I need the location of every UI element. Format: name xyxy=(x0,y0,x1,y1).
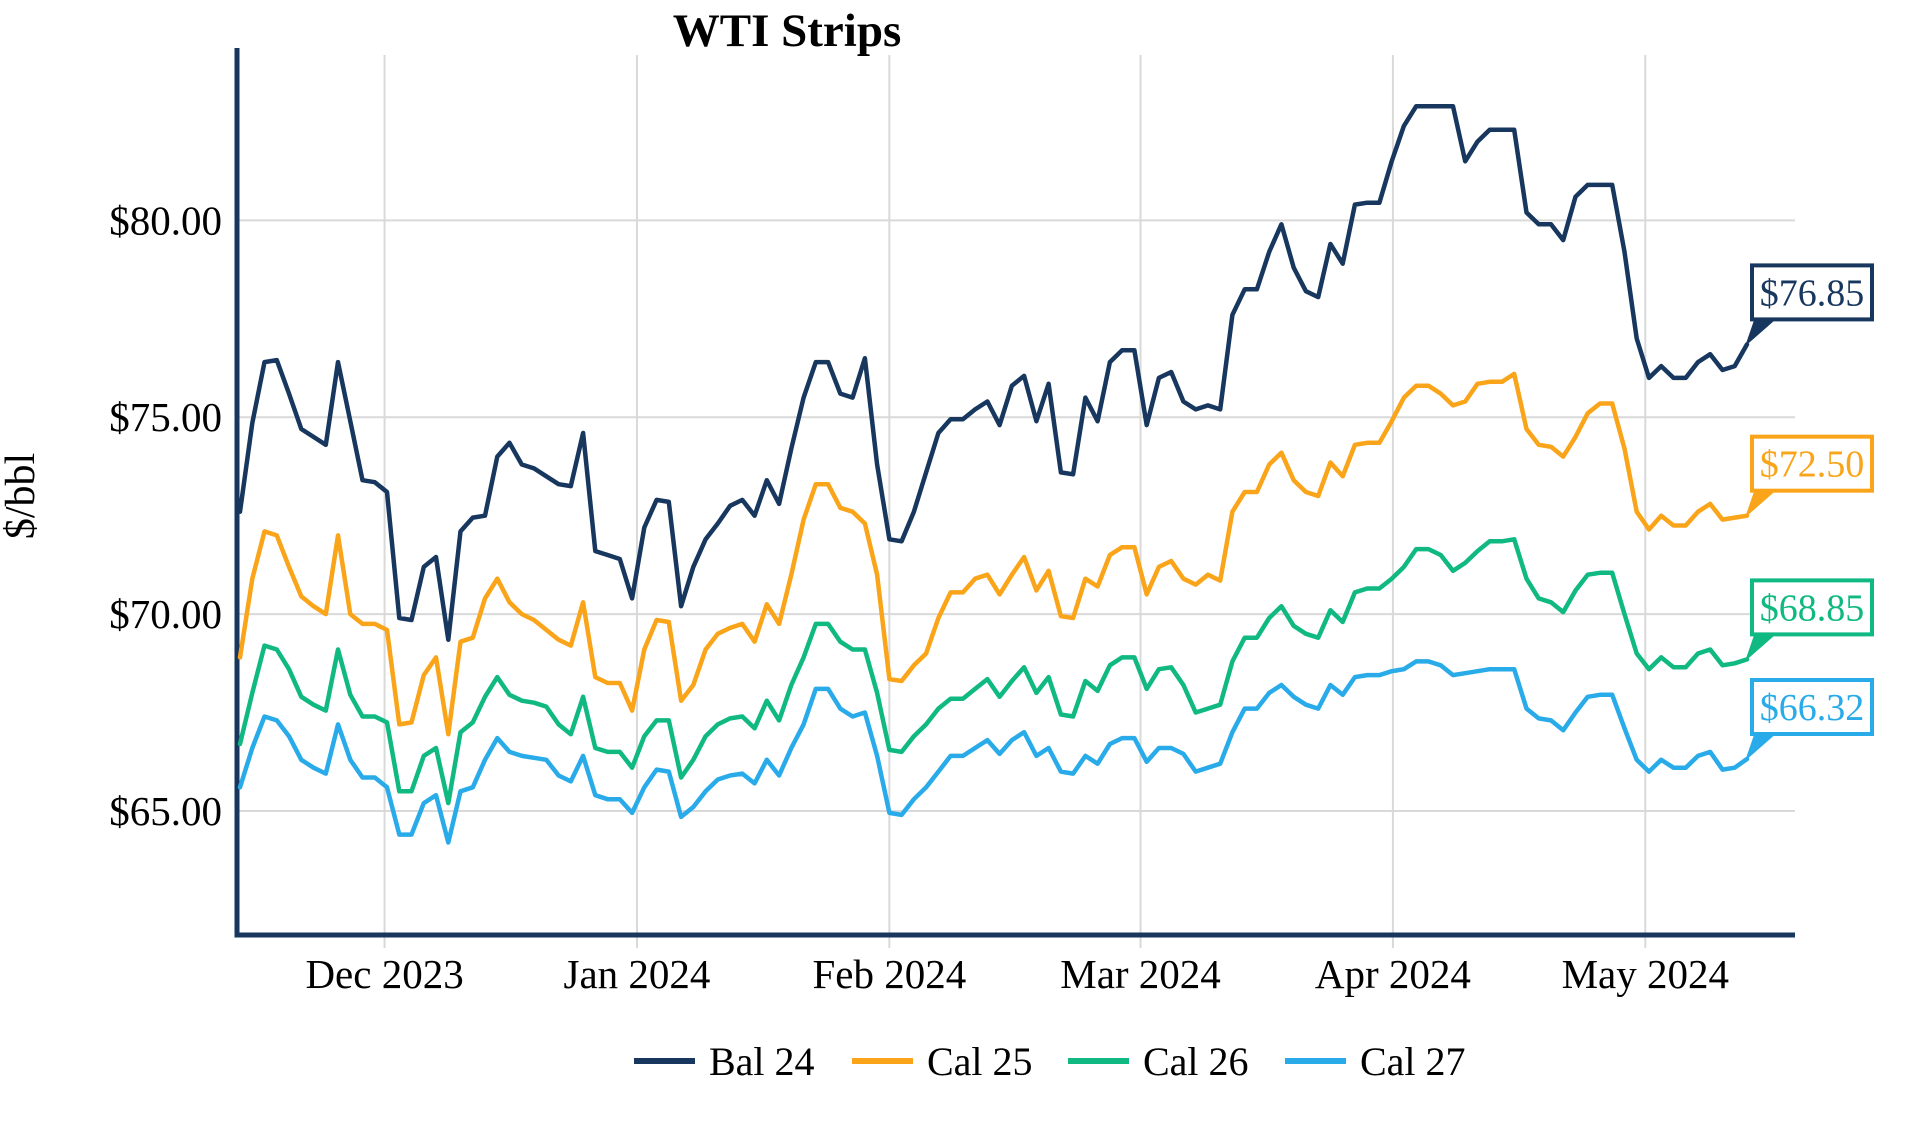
end-label-bal-24: $76.85 xyxy=(1745,263,1874,347)
end-label-box xyxy=(1750,263,1874,322)
end-label-cal-26: $68.85 xyxy=(1745,578,1874,662)
end-label-cal-25: $72.50 xyxy=(1745,434,1874,518)
end-label-value: $66.32 xyxy=(1760,687,1865,729)
x-tick-label: Mar 2024 xyxy=(1060,951,1221,997)
end-label-cal-27: $66.32 xyxy=(1745,678,1874,761)
end-label-arrow xyxy=(1745,632,1778,662)
series-line-cal-27 xyxy=(237,659,1750,845)
x-tick-label: Feb 2024 xyxy=(812,951,966,997)
end-label-arrow xyxy=(1745,732,1778,761)
chart-title: WTI Strips xyxy=(673,5,902,57)
end-label-box xyxy=(1750,678,1874,736)
legend-item-cal-27: Cal 27 xyxy=(1285,1039,1466,1084)
y-axis-title: $/bbl xyxy=(0,453,44,539)
end-label-value: $76.85 xyxy=(1760,272,1865,314)
y-tick-label: $75.00 xyxy=(109,394,222,440)
x-tick-label: Dec 2023 xyxy=(305,951,463,997)
legend-item-label: Cal 25 xyxy=(927,1039,1033,1084)
end-label-value: $68.85 xyxy=(1760,587,1865,629)
legend-item-label: Bal 24 xyxy=(709,1039,815,1084)
x-tick-label: Apr 2024 xyxy=(1315,951,1471,997)
gridlines xyxy=(237,55,1795,948)
end-label-arrow xyxy=(1745,317,1778,347)
end-label-arrow xyxy=(1745,488,1778,518)
legend-item-cal-25: Cal 25 xyxy=(852,1039,1033,1084)
series-line-bal-24 xyxy=(237,103,1750,642)
end-label-box xyxy=(1750,434,1874,493)
y-axis-tick-labels: $80.00 $75.00 $70.00 $65.00 xyxy=(109,197,222,834)
axes xyxy=(234,48,1795,938)
series-line-cal-25 xyxy=(237,371,1750,737)
end-label-box xyxy=(1750,578,1874,637)
legend-item-cal-26: Cal 26 xyxy=(1068,1039,1249,1084)
legend-item-bal-24: Bal 24 xyxy=(634,1039,815,1084)
y-tick-label: $70.00 xyxy=(109,591,222,637)
x-axis-tick-labels: Dec 2023 Jan 2024 Feb 2024 Mar 2024 Apr 2024… xyxy=(305,951,1729,997)
legend-item-label: Cal 27 xyxy=(1360,1039,1466,1084)
y-tick-label: $65.00 xyxy=(109,788,222,834)
series-lines xyxy=(237,103,1750,845)
legend-item-label: Cal 26 xyxy=(1143,1039,1249,1084)
x-tick-label: Jan 2024 xyxy=(564,951,711,997)
y-tick-label: $80.00 xyxy=(109,197,222,243)
x-tick-label: May 2024 xyxy=(1562,951,1729,997)
series-end-labels: $76.85 $72.50 $68.85 $66.32 xyxy=(1745,263,1874,761)
series-line-cal-26 xyxy=(237,537,1750,806)
legend: Bal 24 Cal 25 Cal 26 Cal 27 xyxy=(634,1039,1466,1084)
end-label-value: $72.50 xyxy=(1760,444,1865,486)
